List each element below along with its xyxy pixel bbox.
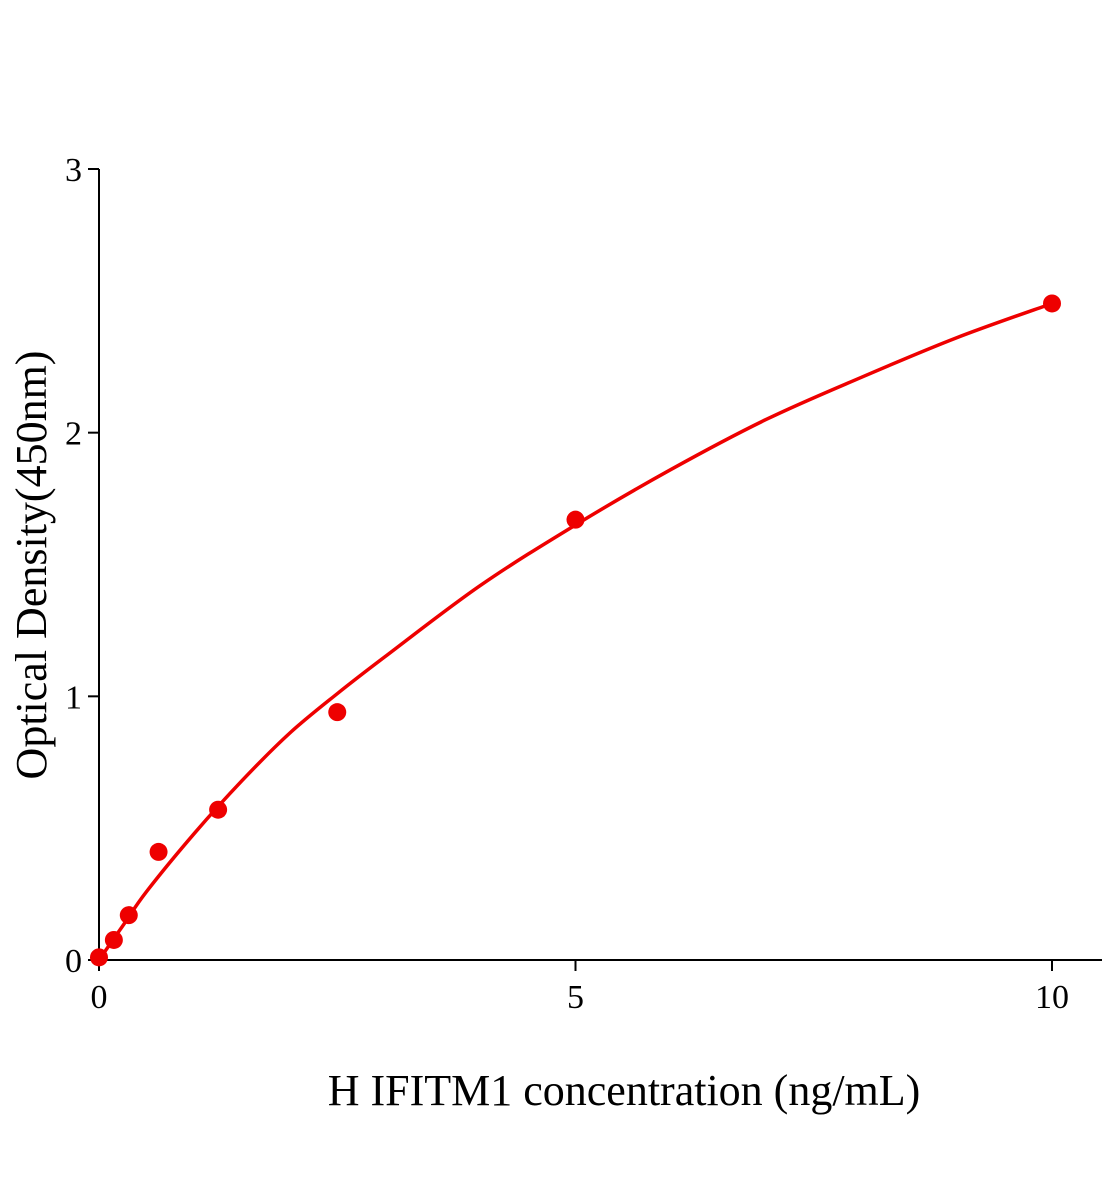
y-tick-label: 2 [65, 416, 82, 453]
data-point [90, 948, 108, 967]
data-point [119, 906, 138, 925]
y-tick-label: 0 [65, 943, 82, 980]
data-point [104, 930, 123, 949]
data-point [209, 800, 228, 819]
data-point [566, 510, 585, 529]
x-tick-label: 0 [91, 979, 108, 1016]
x-tick-label: 5 [567, 979, 584, 1016]
y-tick-label: 1 [65, 679, 82, 716]
data-point [328, 703, 347, 722]
y-tick-label: 3 [65, 152, 82, 189]
y-axis-label: Optical Density(450nm) [7, 351, 56, 780]
data-point [149, 842, 168, 861]
x-tick-label: 10 [1035, 979, 1069, 1016]
x-axis-label: H IFITM1 concentration (ng/mL) [328, 1066, 921, 1115]
data-point [1043, 294, 1061, 313]
fit-curve [97, 301, 1053, 961]
